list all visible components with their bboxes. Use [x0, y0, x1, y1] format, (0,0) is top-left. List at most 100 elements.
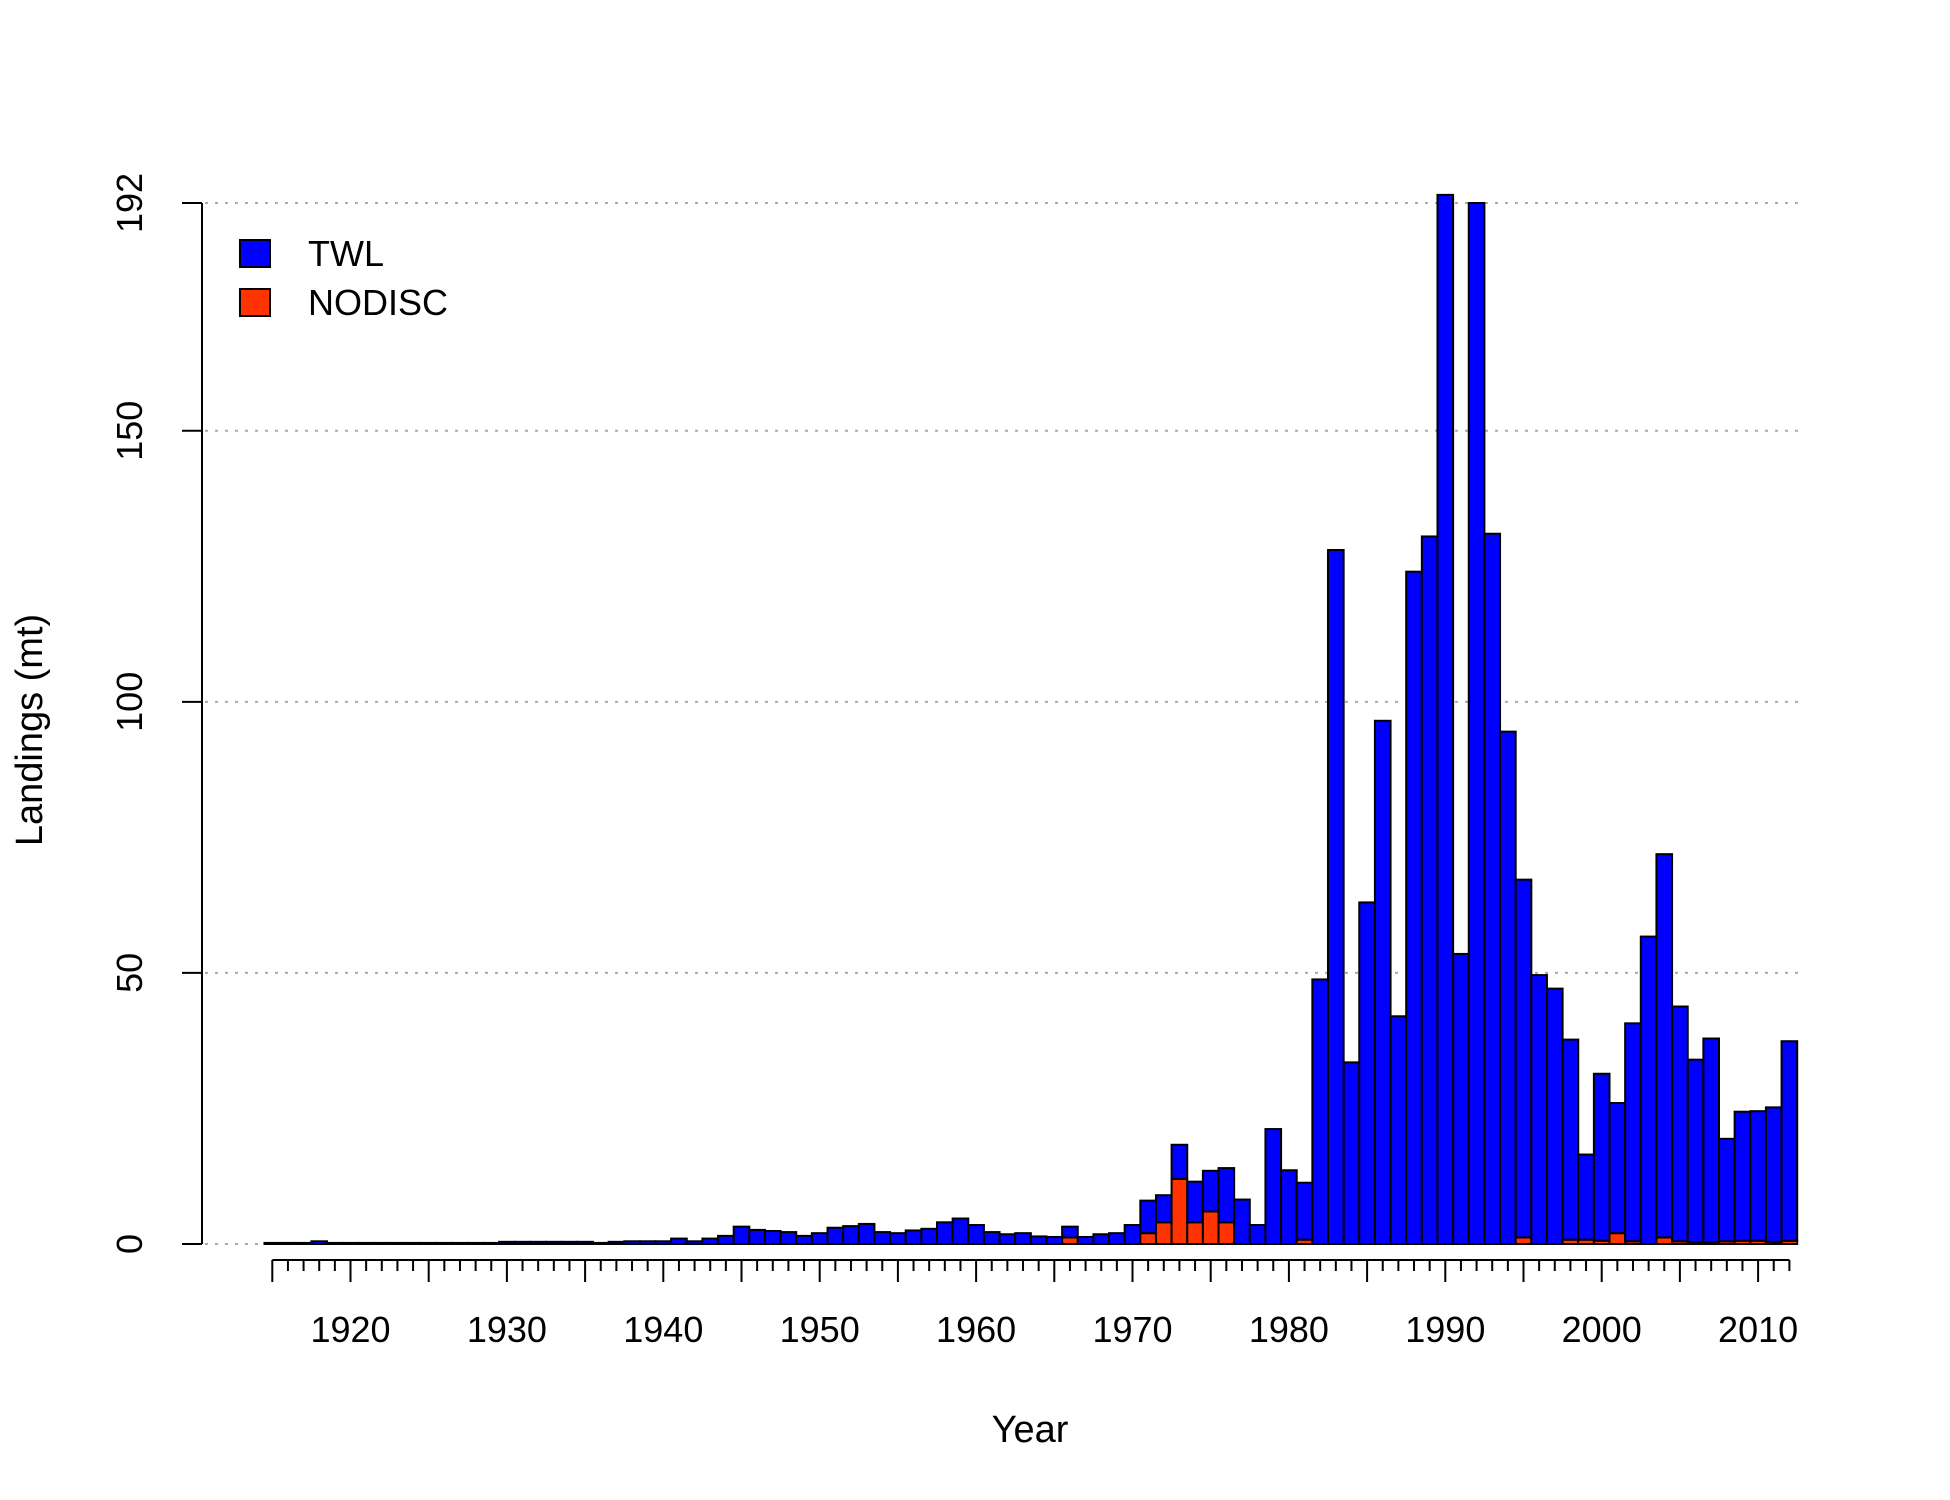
bar-twl — [1311, 978, 1329, 1245]
bar-twl — [920, 1227, 938, 1245]
bar-twl — [310, 1240, 329, 1245]
bar-twl — [889, 1232, 907, 1245]
bar-twl — [1061, 1225, 1079, 1239]
bar-nodisc — [1170, 1177, 1189, 1245]
x-tick-label: 1950 — [780, 1309, 860, 1350]
x-axis: 1920 1930 1940 1950 1960 1970 1980 1990 2000 2010 — [271, 1259, 1798, 1350]
bar-twl — [607, 1240, 626, 1246]
bar-twl — [951, 1217, 970, 1246]
bar-twl — [1389, 1015, 1408, 1245]
bar-twl — [998, 1233, 1017, 1245]
bar-twl — [1154, 1194, 1173, 1224]
y-tick-label: 150 — [109, 401, 150, 461]
bar-twl — [1733, 1110, 1752, 1242]
bar-twl — [1405, 570, 1423, 1245]
bar-twl — [263, 1241, 282, 1246]
bar-twl — [466, 1241, 485, 1246]
bar-twl — [1342, 1061, 1361, 1245]
bar-twl — [685, 1240, 704, 1245]
legend-label-twl: TWL — [308, 233, 384, 274]
bar-twl — [810, 1232, 829, 1245]
bar-twl — [326, 1241, 344, 1246]
x-axis-title: Year — [992, 1409, 1069, 1451]
bar-twl — [936, 1221, 954, 1245]
x-tick-label: 1930 — [467, 1309, 547, 1350]
bar-twl — [1014, 1232, 1032, 1245]
bar-twl — [1764, 1106, 1783, 1243]
bar-nodisc — [1154, 1221, 1173, 1245]
bar-nodisc — [1139, 1232, 1157, 1245]
bar-twl — [435, 1241, 454, 1246]
bar-twl — [748, 1228, 766, 1245]
x-tick-label: 1920 — [310, 1309, 390, 1350]
bar-twl — [545, 1240, 563, 1246]
x-tick-label: 1940 — [623, 1309, 703, 1350]
bar-twl — [560, 1240, 579, 1246]
bar-twl — [638, 1240, 657, 1245]
legend: TWL NODISC — [239, 233, 448, 323]
bar-twl — [1686, 1058, 1705, 1244]
bar-twl — [357, 1241, 375, 1246]
bar-twl — [419, 1241, 438, 1246]
bar-twl — [1530, 974, 1548, 1245]
bar-twl — [795, 1234, 813, 1245]
bar-twl — [279, 1241, 297, 1246]
bar-twl — [372, 1241, 391, 1246]
bar-twl — [1201, 1169, 1220, 1213]
bar-twl — [1749, 1110, 1767, 1242]
bar-twl — [1514, 878, 1533, 1239]
bar-twl — [1280, 1169, 1298, 1245]
bar-twl — [1436, 193, 1455, 1245]
bars-group — [263, 193, 1799, 1246]
legend-label-nodisc: NODISC — [308, 282, 448, 323]
bar-twl — [1029, 1235, 1048, 1246]
x-tick-label: 2000 — [1562, 1309, 1642, 1350]
bar-twl — [1108, 1232, 1126, 1245]
bar-twl — [1702, 1037, 1720, 1244]
legend-swatch-twl — [239, 239, 271, 268]
y-tick-label: 100 — [109, 672, 150, 732]
bar-twl — [1092, 1233, 1111, 1245]
bar-twl — [1639, 935, 1658, 1246]
bar-twl — [576, 1240, 594, 1246]
bar-twl — [1452, 952, 1470, 1245]
bar-twl — [1123, 1224, 1142, 1245]
bar-twl — [701, 1237, 720, 1245]
bar-twl — [1483, 532, 1502, 1245]
x-tick-label: 1980 — [1249, 1309, 1329, 1350]
bar-twl — [1592, 1072, 1611, 1242]
bar-twl — [1420, 535, 1439, 1245]
bar-twl — [591, 1241, 610, 1246]
bar-twl — [1076, 1235, 1095, 1245]
bar-twl — [1170, 1143, 1189, 1180]
bar-twl — [498, 1240, 516, 1246]
bar-twl — [623, 1240, 641, 1245]
bar-twl — [341, 1241, 360, 1246]
bar-twl — [404, 1241, 422, 1246]
bar-twl — [967, 1224, 985, 1245]
bar-twl — [482, 1241, 501, 1246]
bar-twl — [654, 1240, 673, 1245]
bar-nodisc — [1186, 1221, 1204, 1245]
bar-twl — [1295, 1181, 1314, 1241]
bar-twl — [826, 1226, 845, 1245]
bar-twl — [1248, 1224, 1267, 1245]
y-axis: 0 50 100 150 192 — [109, 173, 203, 1254]
bar-twl — [294, 1241, 313, 1246]
bar-twl — [1467, 202, 1486, 1245]
bar-twl — [1139, 1199, 1157, 1235]
y-tick-label: 192 — [109, 173, 150, 233]
y-axis-title: Landings (mt) — [9, 614, 51, 846]
bar-twl — [1608, 1102, 1627, 1235]
y-tick-label: 50 — [109, 953, 150, 993]
bar-twl — [670, 1237, 688, 1245]
bar-twl — [873, 1231, 892, 1246]
bar-twl — [1186, 1180, 1204, 1224]
bar-twl — [857, 1222, 876, 1246]
bar-twl — [1233, 1198, 1251, 1246]
bar-twl — [1671, 1005, 1689, 1243]
bar-nodisc — [1201, 1210, 1220, 1245]
bar-nodisc — [1217, 1221, 1236, 1245]
bar-twl — [1499, 730, 1517, 1245]
